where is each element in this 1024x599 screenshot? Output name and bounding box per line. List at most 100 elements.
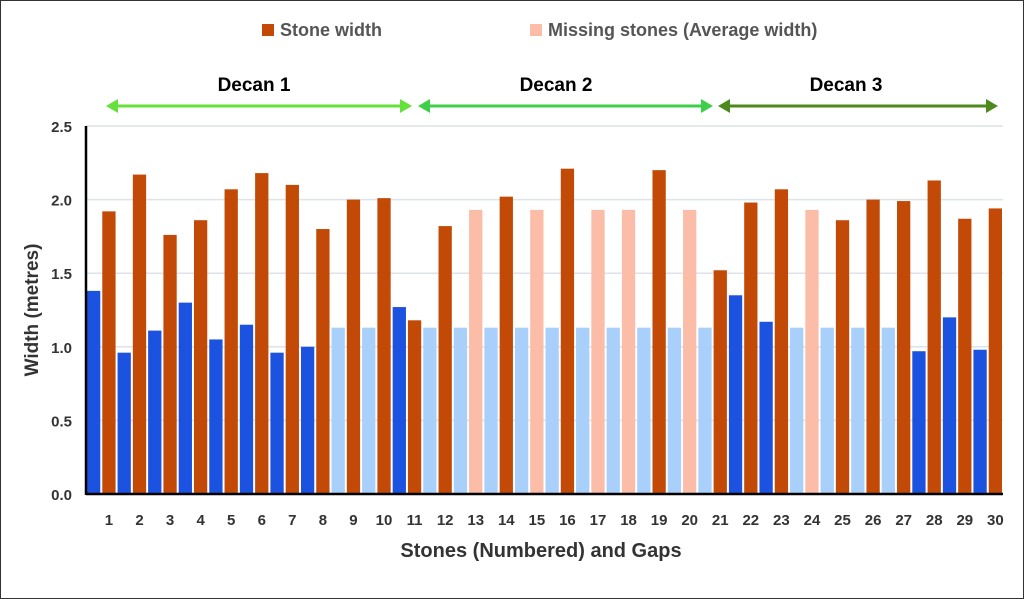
legend-label: Missing stones (Average width) bbox=[548, 20, 817, 40]
decan-label: Decan 3 bbox=[810, 75, 883, 96]
x-tick-label: 24 bbox=[804, 512, 821, 529]
stone-bar bbox=[377, 198, 391, 495]
gap-bar-missing bbox=[637, 327, 651, 494]
x-tick-label: 3 bbox=[166, 512, 174, 529]
x-tick-label: 15 bbox=[529, 512, 546, 529]
gap-bar bbox=[942, 317, 957, 494]
stone-bar bbox=[224, 189, 238, 494]
x-tick-label: 26 bbox=[865, 512, 882, 529]
x-tick-label: 1 bbox=[105, 512, 113, 529]
gap-bar-missing bbox=[790, 327, 804, 494]
stone-bar bbox=[713, 270, 727, 494]
x-tick-label: 16 bbox=[559, 512, 576, 529]
x-tick-label: 20 bbox=[681, 512, 698, 529]
x-tick-label: 13 bbox=[467, 512, 484, 529]
stone-bar bbox=[346, 199, 361, 494]
stone-bar bbox=[163, 234, 177, 495]
arrowhead-right-icon bbox=[400, 99, 412, 113]
gap-bar-missing bbox=[820, 327, 834, 494]
x-tick-label: 25 bbox=[834, 512, 851, 529]
stone-bar bbox=[438, 226, 452, 494]
x-tick-label: 18 bbox=[620, 512, 637, 529]
gap-bar-missing bbox=[576, 327, 590, 494]
gap-bar bbox=[392, 307, 406, 494]
stone-bar-missing bbox=[683, 209, 697, 495]
x-tick-label: 19 bbox=[651, 512, 668, 529]
stone-bar bbox=[132, 174, 147, 495]
gap-bar bbox=[759, 321, 773, 494]
x-tick-label: 27 bbox=[895, 512, 912, 529]
y-tick-label: 1.5 bbox=[51, 266, 72, 283]
gap-bar-missing bbox=[667, 327, 682, 494]
legend-swatch bbox=[530, 24, 542, 36]
gap-bar bbox=[148, 330, 162, 494]
gap-bar-missing bbox=[545, 327, 559, 494]
stone-bar bbox=[102, 211, 116, 494]
gap-bar-missing bbox=[606, 327, 620, 494]
y-axis-label: Width (metres) bbox=[22, 244, 43, 377]
arrowhead-left-icon bbox=[418, 99, 430, 113]
stone-bar bbox=[560, 168, 575, 495]
gap-bar bbox=[912, 351, 926, 494]
y-tick-label: 0.5 bbox=[51, 413, 72, 430]
gap-bar bbox=[239, 324, 254, 494]
x-tick-label: 28 bbox=[926, 512, 943, 529]
gap-bar bbox=[87, 290, 101, 494]
gap-bar bbox=[300, 346, 315, 494]
gap-bar-missing bbox=[514, 327, 529, 494]
stone-bar-missing bbox=[591, 209, 605, 495]
stone-bar bbox=[499, 196, 513, 494]
x-tick-label: 5 bbox=[227, 512, 235, 529]
x-tick-label: 29 bbox=[956, 512, 973, 529]
gap-bar bbox=[117, 352, 131, 494]
x-tick-label: 22 bbox=[742, 512, 759, 529]
gap-bar-missing bbox=[484, 327, 498, 494]
x-tick-label: 10 bbox=[376, 512, 393, 529]
x-tick-label: 23 bbox=[773, 512, 790, 529]
x-axis-label: Stones (Numbered) and Gaps bbox=[400, 540, 681, 562]
arrowhead-right-icon bbox=[986, 99, 998, 113]
stone-bar-missing bbox=[530, 209, 544, 495]
x-tick-label: 12 bbox=[437, 512, 454, 529]
stone-bar bbox=[958, 218, 972, 494]
x-tick-label: 17 bbox=[590, 512, 607, 529]
gap-bar bbox=[209, 339, 223, 494]
arrowhead-right-icon bbox=[701, 99, 713, 113]
gap-bar-missing bbox=[423, 327, 437, 494]
stone-bar bbox=[927, 180, 941, 495]
stone-bar bbox=[285, 184, 299, 494]
x-tick-label: 2 bbox=[135, 512, 143, 529]
y-tick-label: 2.5 bbox=[51, 119, 72, 136]
stone-bar bbox=[255, 173, 269, 494]
stone-bar bbox=[897, 201, 911, 494]
y-tick-label: 2.0 bbox=[51, 193, 72, 210]
x-tick-label: 11 bbox=[407, 512, 423, 529]
stone-bar-missing bbox=[805, 209, 819, 495]
gap-bar bbox=[728, 295, 743, 494]
decan-label: Decan 2 bbox=[520, 75, 593, 96]
stone-bar bbox=[193, 220, 208, 494]
gap-bar-missing bbox=[331, 327, 345, 494]
y-tick-label: 1.0 bbox=[51, 340, 72, 357]
gap-bar-missing bbox=[362, 327, 376, 494]
x-tick-label: 7 bbox=[288, 512, 296, 529]
x-tick-label: 6 bbox=[258, 512, 266, 529]
x-tick-label: 14 bbox=[498, 512, 515, 529]
stone-bar-missing bbox=[621, 209, 636, 495]
gap-bar bbox=[178, 302, 192, 494]
gap-bar-missing bbox=[851, 327, 865, 494]
gap-bar-missing bbox=[453, 327, 468, 494]
stone-bar bbox=[652, 170, 666, 494]
stone-bar bbox=[988, 208, 1002, 494]
legend-swatch bbox=[262, 24, 274, 36]
stone-bar bbox=[774, 189, 789, 494]
x-tick-label: 30 bbox=[987, 512, 1004, 529]
gap-bar bbox=[973, 349, 987, 494]
legend-label: Stone width bbox=[280, 20, 382, 40]
stone-bar bbox=[316, 229, 330, 495]
stone-bar-missing bbox=[469, 209, 483, 495]
gap-bar-missing bbox=[881, 327, 896, 494]
arrowhead-left-icon bbox=[718, 99, 730, 113]
gap-bar-missing bbox=[698, 327, 712, 494]
